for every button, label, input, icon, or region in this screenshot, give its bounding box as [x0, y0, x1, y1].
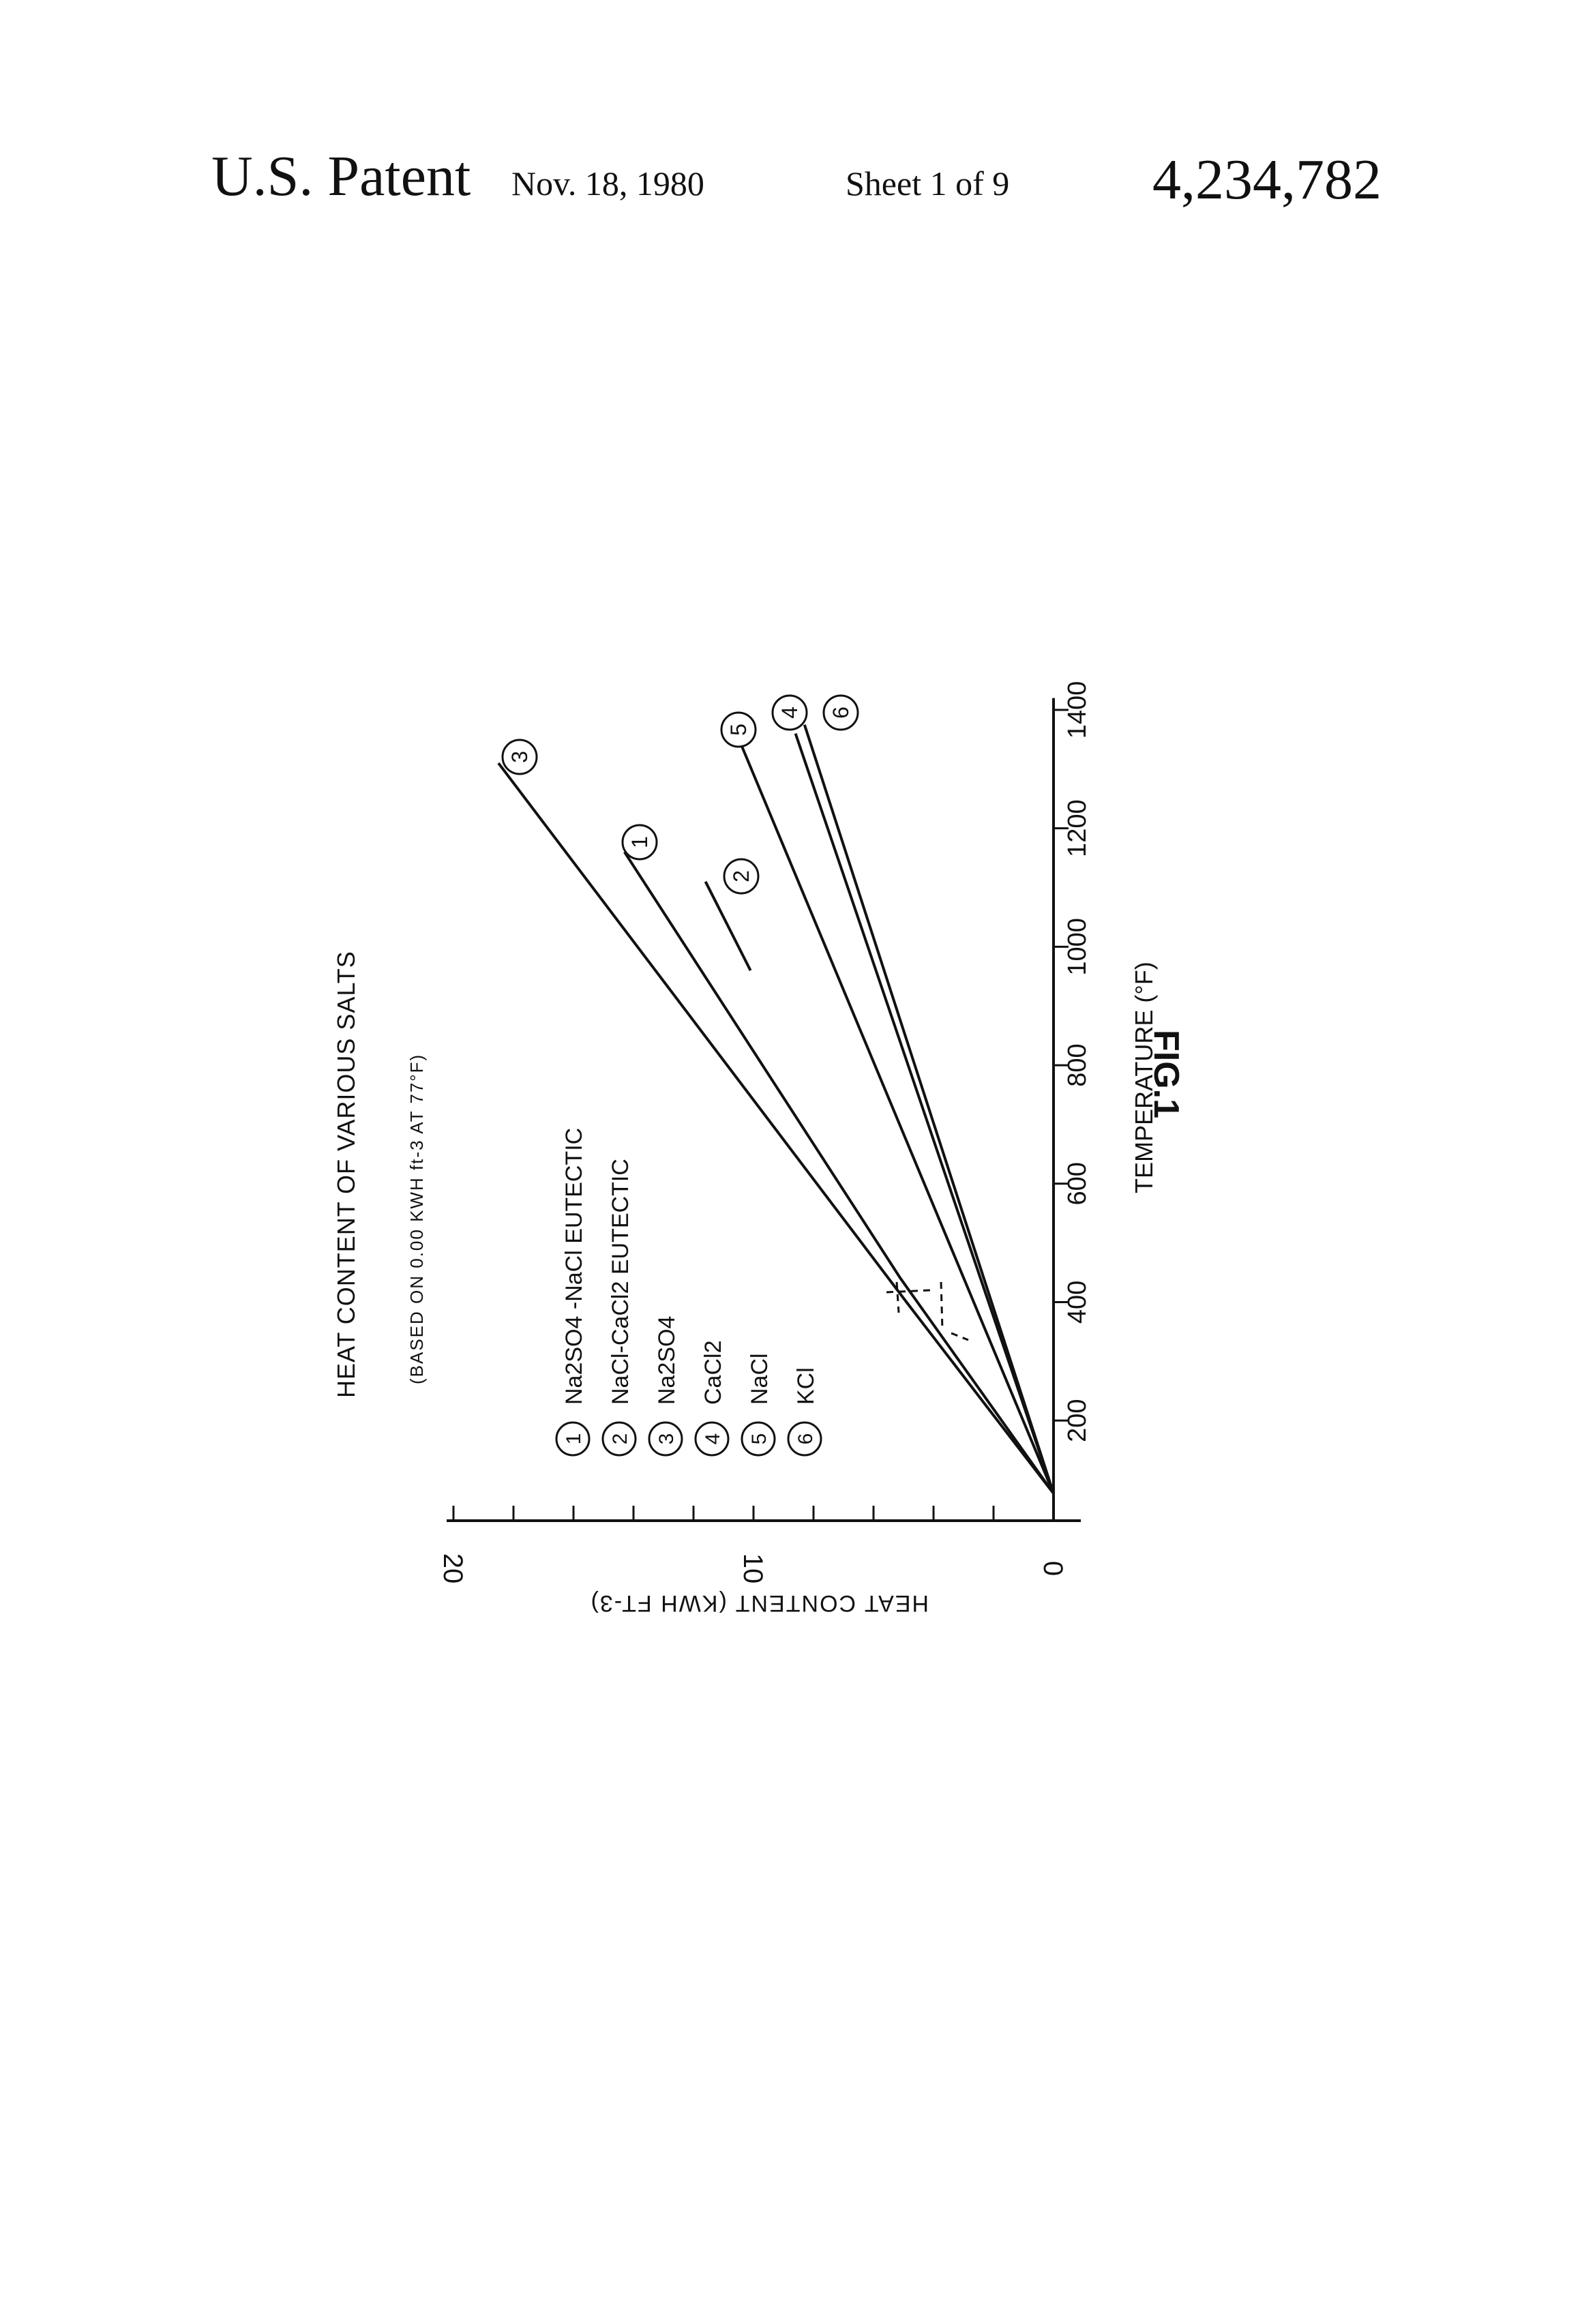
series-line-2: [706, 882, 751, 970]
legend-label: NaCl: [747, 1353, 773, 1405]
x-tick-label: 200: [1063, 1399, 1092, 1442]
legend-label: KCl: [793, 1367, 819, 1405]
figure-label: FIG.1: [1146, 1030, 1186, 1118]
phase-change-mark: [897, 1282, 899, 1313]
legend-marker-number: 3: [655, 1433, 678, 1445]
x-tick-label: 600: [1063, 1162, 1092, 1205]
series-line-1: [625, 852, 1054, 1493]
curve-label-1: 1: [627, 836, 652, 848]
y-tick-label: 0: [1038, 1561, 1068, 1576]
chart-titles: HEAT CONTENT OF VARIOUS SALTS (BASED ON …: [332, 951, 427, 1398]
legend-marker-number: 4: [702, 1433, 724, 1445]
chart-title: HEAT CONTENT OF VARIOUS SALTS: [332, 951, 360, 1398]
x-tick-label: 400: [1063, 1281, 1092, 1324]
legend: 1 Na2SO4 -NaCl EUTECTIC 2 NaCl-CaCl2 EUTECT…: [556, 1128, 821, 1455]
series-line-5: [741, 745, 1054, 1493]
legend-marker-number: 5: [748, 1433, 771, 1445]
x-tick-label: 1000: [1063, 918, 1092, 976]
curve-label-6: 6: [829, 706, 853, 719]
legend-label: NaCl-CaCl2 EUTECTIC: [608, 1159, 633, 1405]
x-tick-label: 800: [1063, 1043, 1092, 1086]
x-tick-label: 1200: [1063, 799, 1092, 857]
x-tick-label: 1400: [1063, 681, 1092, 739]
legend-marker-number: 6: [794, 1433, 817, 1445]
curve-label-3: 3: [507, 751, 532, 763]
y-tick-label: 20: [438, 1553, 468, 1584]
y-axis-label: HEAT CONTENT (KWH FT-3): [590, 1590, 929, 1616]
curve-label-5: 5: [726, 724, 751, 736]
chart-subtitle: (BASED ON 0.00 KWH ft-3 AT 77°F): [406, 1054, 427, 1384]
phase-change-mark: [951, 1333, 968, 1340]
axes: 200 400 600 800 1000 1200 1400 0 10 20: [438, 681, 1092, 1584]
series-line-4: [796, 734, 1054, 1493]
legend-marker-number: 2: [609, 1433, 631, 1445]
legend-marker-number: 1: [563, 1433, 585, 1445]
phase-change-mark: [941, 1282, 942, 1330]
curve-label-2: 2: [729, 870, 753, 882]
legend-label: CaCl2: [700, 1341, 726, 1405]
y-tick-label: 10: [738, 1553, 768, 1584]
series-line-6: [805, 725, 1054, 1493]
legend-label: Na2SO4: [654, 1316, 680, 1405]
curve-label-4: 4: [777, 706, 802, 719]
legend-label: Na2SO4 -NaCl EUTECTIC: [561, 1128, 587, 1405]
